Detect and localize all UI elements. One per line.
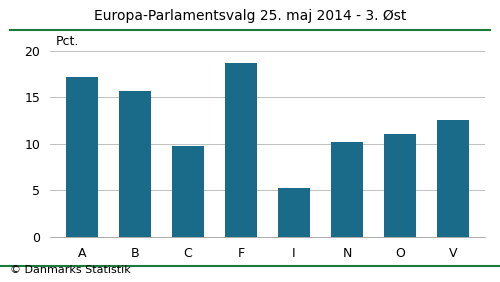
Bar xyxy=(119,91,151,237)
Text: Pct.: Pct. xyxy=(56,35,78,48)
Bar xyxy=(331,142,363,237)
Bar xyxy=(66,77,98,237)
Bar xyxy=(438,120,469,237)
Bar xyxy=(278,188,310,237)
Bar xyxy=(384,134,416,237)
Text: Europa-Parlamentsvalg 25. maj 2014 - 3. Øst: Europa-Parlamentsvalg 25. maj 2014 - 3. … xyxy=(94,8,406,23)
Text: © Danmarks Statistik: © Danmarks Statistik xyxy=(10,265,131,275)
Bar xyxy=(225,63,257,237)
Bar xyxy=(172,146,204,237)
